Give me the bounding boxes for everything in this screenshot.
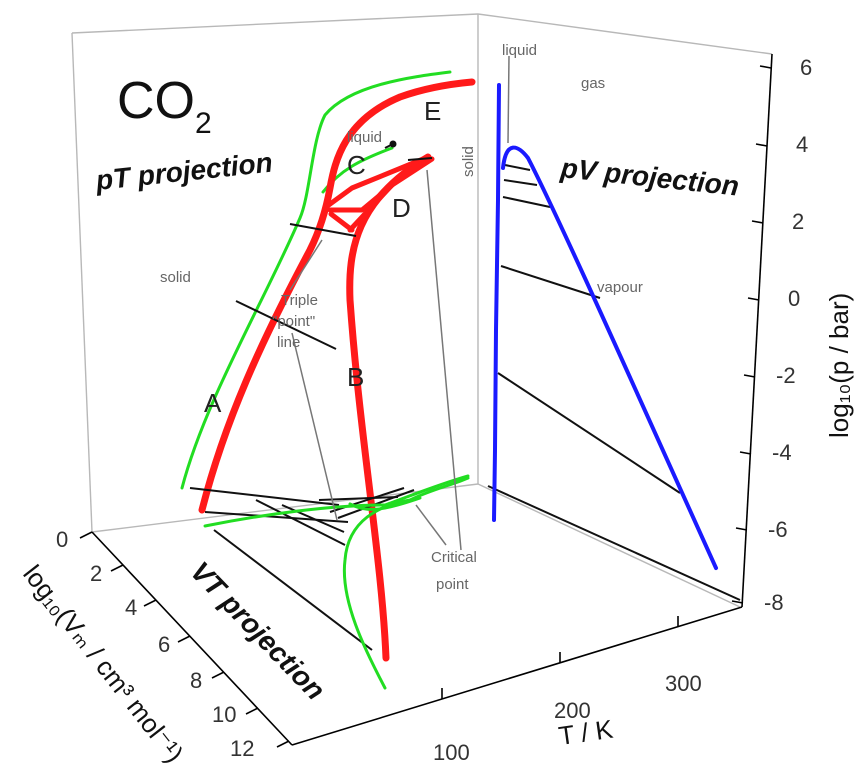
front-frame	[91, 53, 773, 746]
curve-letter-e: E	[424, 96, 441, 126]
vt-projection-label: VT projection	[185, 556, 332, 706]
pvt-red-curves	[198, 78, 476, 662]
temperature-axis-title: T / K	[557, 714, 616, 751]
curve-letter-c: C	[347, 150, 366, 180]
pressure-tick-labels: 6 4 2 0 -2 -4 -6 -8	[764, 55, 812, 615]
volume-axis-title: log₁₀(Vₘ / cm³ mol⁻¹)	[17, 559, 189, 768]
volume-axis-ticks	[79, 531, 290, 748]
pt-projection-label: pT projection	[93, 147, 274, 196]
volume-tick-labels: 0 2 4 6 8 10 12	[56, 527, 254, 761]
pressure-tick-label: 2	[792, 209, 804, 234]
gas-label: gas	[581, 75, 605, 92]
vapour-label: vapour	[597, 279, 643, 296]
critical-point-label-2: point	[436, 576, 469, 593]
curve-letter-b: B	[347, 362, 364, 392]
vt-green-curves	[203, 474, 470, 690]
volume-tick-label: 8	[190, 668, 202, 693]
formula-main: CO	[117, 72, 195, 130]
pressure-tick-label: -2	[776, 363, 796, 388]
pv-projection-label: pV projection	[558, 152, 740, 202]
temperature-tick-labels: 100 200 300	[433, 671, 702, 765]
back-wall-left	[71, 13, 479, 533]
solid-label-vertical: solid	[460, 146, 477, 177]
volume-tick-label: 2	[90, 561, 102, 586]
pressure-tick-label: 4	[796, 132, 808, 157]
pressure-tick-label: -8	[764, 590, 784, 615]
pressure-tick-label: -6	[768, 517, 788, 542]
pressure-tick-label: -4	[772, 440, 792, 465]
volume-tick-label: 6	[158, 632, 170, 657]
curve-letter-a: A	[204, 388, 222, 418]
solid-label-left: solid	[160, 269, 191, 286]
pressure-axis-title: log₁₀(p / bar)	[824, 293, 854, 438]
triple-point-line-label-2: "point"	[272, 313, 315, 330]
liquid-label-pt: liquid	[347, 129, 382, 146]
liquid-label-pv: liquid	[502, 42, 537, 59]
surface-tie-lines	[235, 157, 433, 350]
temperature-tick-label: 300	[665, 671, 702, 696]
critical-point-label-1: Critical	[431, 549, 477, 566]
leader-lines	[289, 55, 510, 551]
pressure-tick-label: 6	[800, 55, 812, 80]
floor-plane	[91, 483, 479, 533]
back-wall-right	[477, 13, 773, 608]
formula-subscript: 2	[195, 107, 212, 140]
pressure-axis-ticks	[731, 65, 772, 604]
pv-tie-lines	[487, 164, 741, 601]
volume-tick-label: 4	[125, 595, 137, 620]
temperature-tick-label: 100	[433, 740, 470, 765]
pt-green-curves	[180, 70, 452, 490]
triple-point-line-label-1: Triple	[281, 292, 318, 309]
temperature-tick-label: 200	[554, 698, 591, 723]
pressure-tick-label: 0	[788, 286, 800, 311]
curve-letter-d: D	[392, 193, 411, 223]
volume-tick-label: 12	[230, 736, 254, 761]
triple-point-line-label-3: line	[277, 334, 300, 351]
volume-tick-label: 0	[56, 527, 68, 552]
volume-tick-label: 10	[212, 702, 236, 727]
pv-curve	[492, 83, 718, 570]
temperature-axis-ticks	[441, 616, 679, 699]
